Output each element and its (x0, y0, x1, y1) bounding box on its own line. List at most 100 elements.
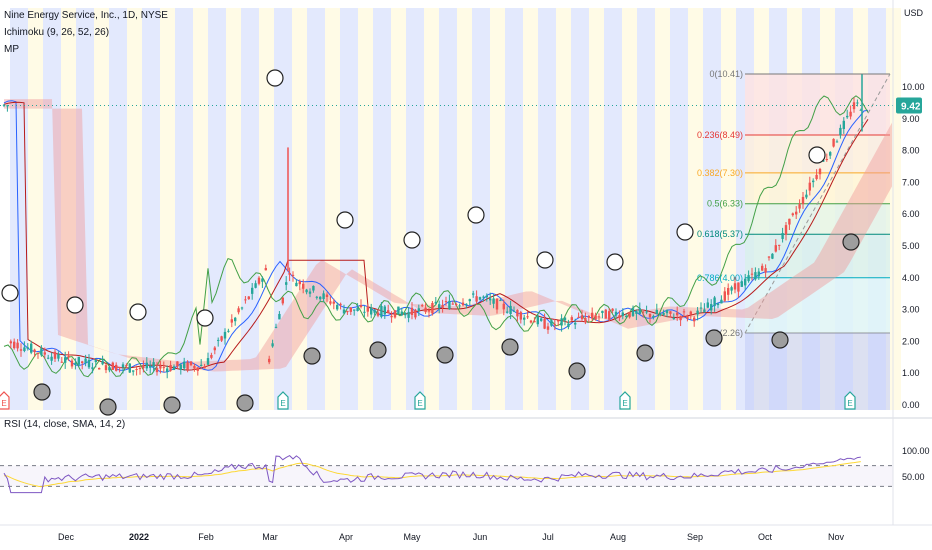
candle-body (818, 168, 822, 175)
candle-body (145, 362, 148, 369)
candle-body (689, 311, 692, 315)
candle-body (339, 303, 342, 305)
candle-body (502, 303, 505, 310)
candle-body (744, 278, 747, 286)
candle-body (774, 245, 777, 252)
candle-body (570, 317, 573, 321)
cycle-circle-open (536, 251, 554, 269)
fib-label: 0.618(5.37) (697, 229, 743, 239)
candle-body (98, 367, 101, 370)
candle-body (43, 352, 46, 355)
candle-body (550, 320, 553, 326)
candle-body (489, 298, 492, 301)
candle-body (312, 285, 315, 291)
candle-body (703, 309, 706, 313)
candle-body (628, 311, 631, 318)
candle-body (285, 282, 288, 285)
candle-body (121, 364, 125, 368)
candle-body (288, 272, 291, 275)
candle-body (366, 306, 369, 312)
candle-body (720, 299, 723, 304)
fib-label: 0.382(7.30) (697, 168, 743, 178)
candle-body (737, 282, 740, 292)
candle-body (237, 308, 240, 313)
ichimoku-legend[interactable]: Ichimoku (9, 26, 52, 26) (4, 27, 110, 38)
candle-body (604, 309, 607, 319)
candle-body (193, 365, 196, 369)
candlesticks (2, 74, 863, 379)
candle-body (373, 309, 376, 313)
band-blue (571, 8, 589, 410)
candle-body (189, 361, 193, 366)
fib-label: 1(2.26) (714, 328, 743, 338)
candle-body (169, 365, 172, 371)
cycle-circle-filled (705, 329, 723, 347)
band-blue (406, 8, 424, 410)
cycle-circle-filled (436, 346, 454, 364)
candle-body (370, 307, 373, 315)
last-price-label: 9.42 (901, 101, 921, 112)
cycle-circle-filled (771, 331, 789, 349)
candle-body (434, 301, 437, 304)
fib-trend-line (744, 73, 891, 334)
candle-body (825, 158, 828, 161)
time-tick: Jul (542, 532, 554, 542)
band-blue (208, 8, 226, 410)
fibonacci-retracement: 0(10.41) 0.236(8.49) 0.382(7.30) 0.5(6.33) 0… (697, 69, 891, 410)
cycle-circle-filled (568, 362, 586, 380)
candle-body (451, 303, 454, 305)
band-yellow (391, 8, 406, 410)
candle-body (638, 308, 641, 314)
candle-body (699, 307, 703, 309)
candle-body (356, 307, 359, 311)
candle-body (128, 363, 131, 373)
candle-body (353, 309, 356, 311)
candle-body (359, 305, 363, 308)
candle-body (421, 305, 424, 307)
candle-body (815, 174, 818, 179)
candle-body (40, 348, 43, 356)
candle-body (64, 357, 67, 363)
candle-body (295, 282, 298, 287)
band-blue (241, 8, 259, 410)
candle-body (472, 293, 475, 295)
band-yellow (688, 8, 703, 410)
candle-body (655, 309, 658, 315)
cycle-circle-open (467, 206, 485, 224)
cycle-circle-filled (236, 394, 254, 412)
candle-body (322, 293, 325, 299)
candle-body (81, 361, 84, 364)
price-tick: 1.00 (902, 368, 920, 378)
time-tick: Nov (828, 532, 845, 542)
candle-body (118, 366, 121, 368)
candle-body (798, 204, 801, 209)
candle-body (247, 296, 250, 300)
candle-body (553, 324, 556, 326)
chart-title[interactable]: Nine Energy Service, Inc., 1D, NYSE (4, 10, 168, 21)
candle-body (132, 370, 135, 372)
candle-body (274, 326, 278, 328)
rsi-legend[interactable]: RSI (14, close, SMA, 14, 2) (4, 419, 126, 430)
candle-body (155, 368, 159, 373)
candle-body (206, 358, 210, 365)
band-yellow (358, 8, 373, 410)
candle-body (455, 304, 458, 306)
candle-body (856, 102, 859, 104)
band-yellow (424, 8, 439, 410)
candle-body (679, 316, 682, 321)
fib-zone (745, 203, 890, 235)
band-yellow (226, 8, 241, 410)
time-tick: Jun (473, 532, 488, 542)
candle-body (50, 356, 53, 361)
mp-legend[interactable]: MP (4, 44, 19, 55)
candle-body (77, 356, 80, 365)
candle-body (676, 312, 679, 316)
candle-body (801, 196, 805, 204)
candle-body (771, 253, 774, 259)
candle-body (319, 296, 322, 300)
candle-body (346, 310, 349, 313)
candle-body (713, 297, 716, 307)
earnings-label: E (280, 399, 285, 408)
price-tick: 5.00 (902, 241, 920, 251)
